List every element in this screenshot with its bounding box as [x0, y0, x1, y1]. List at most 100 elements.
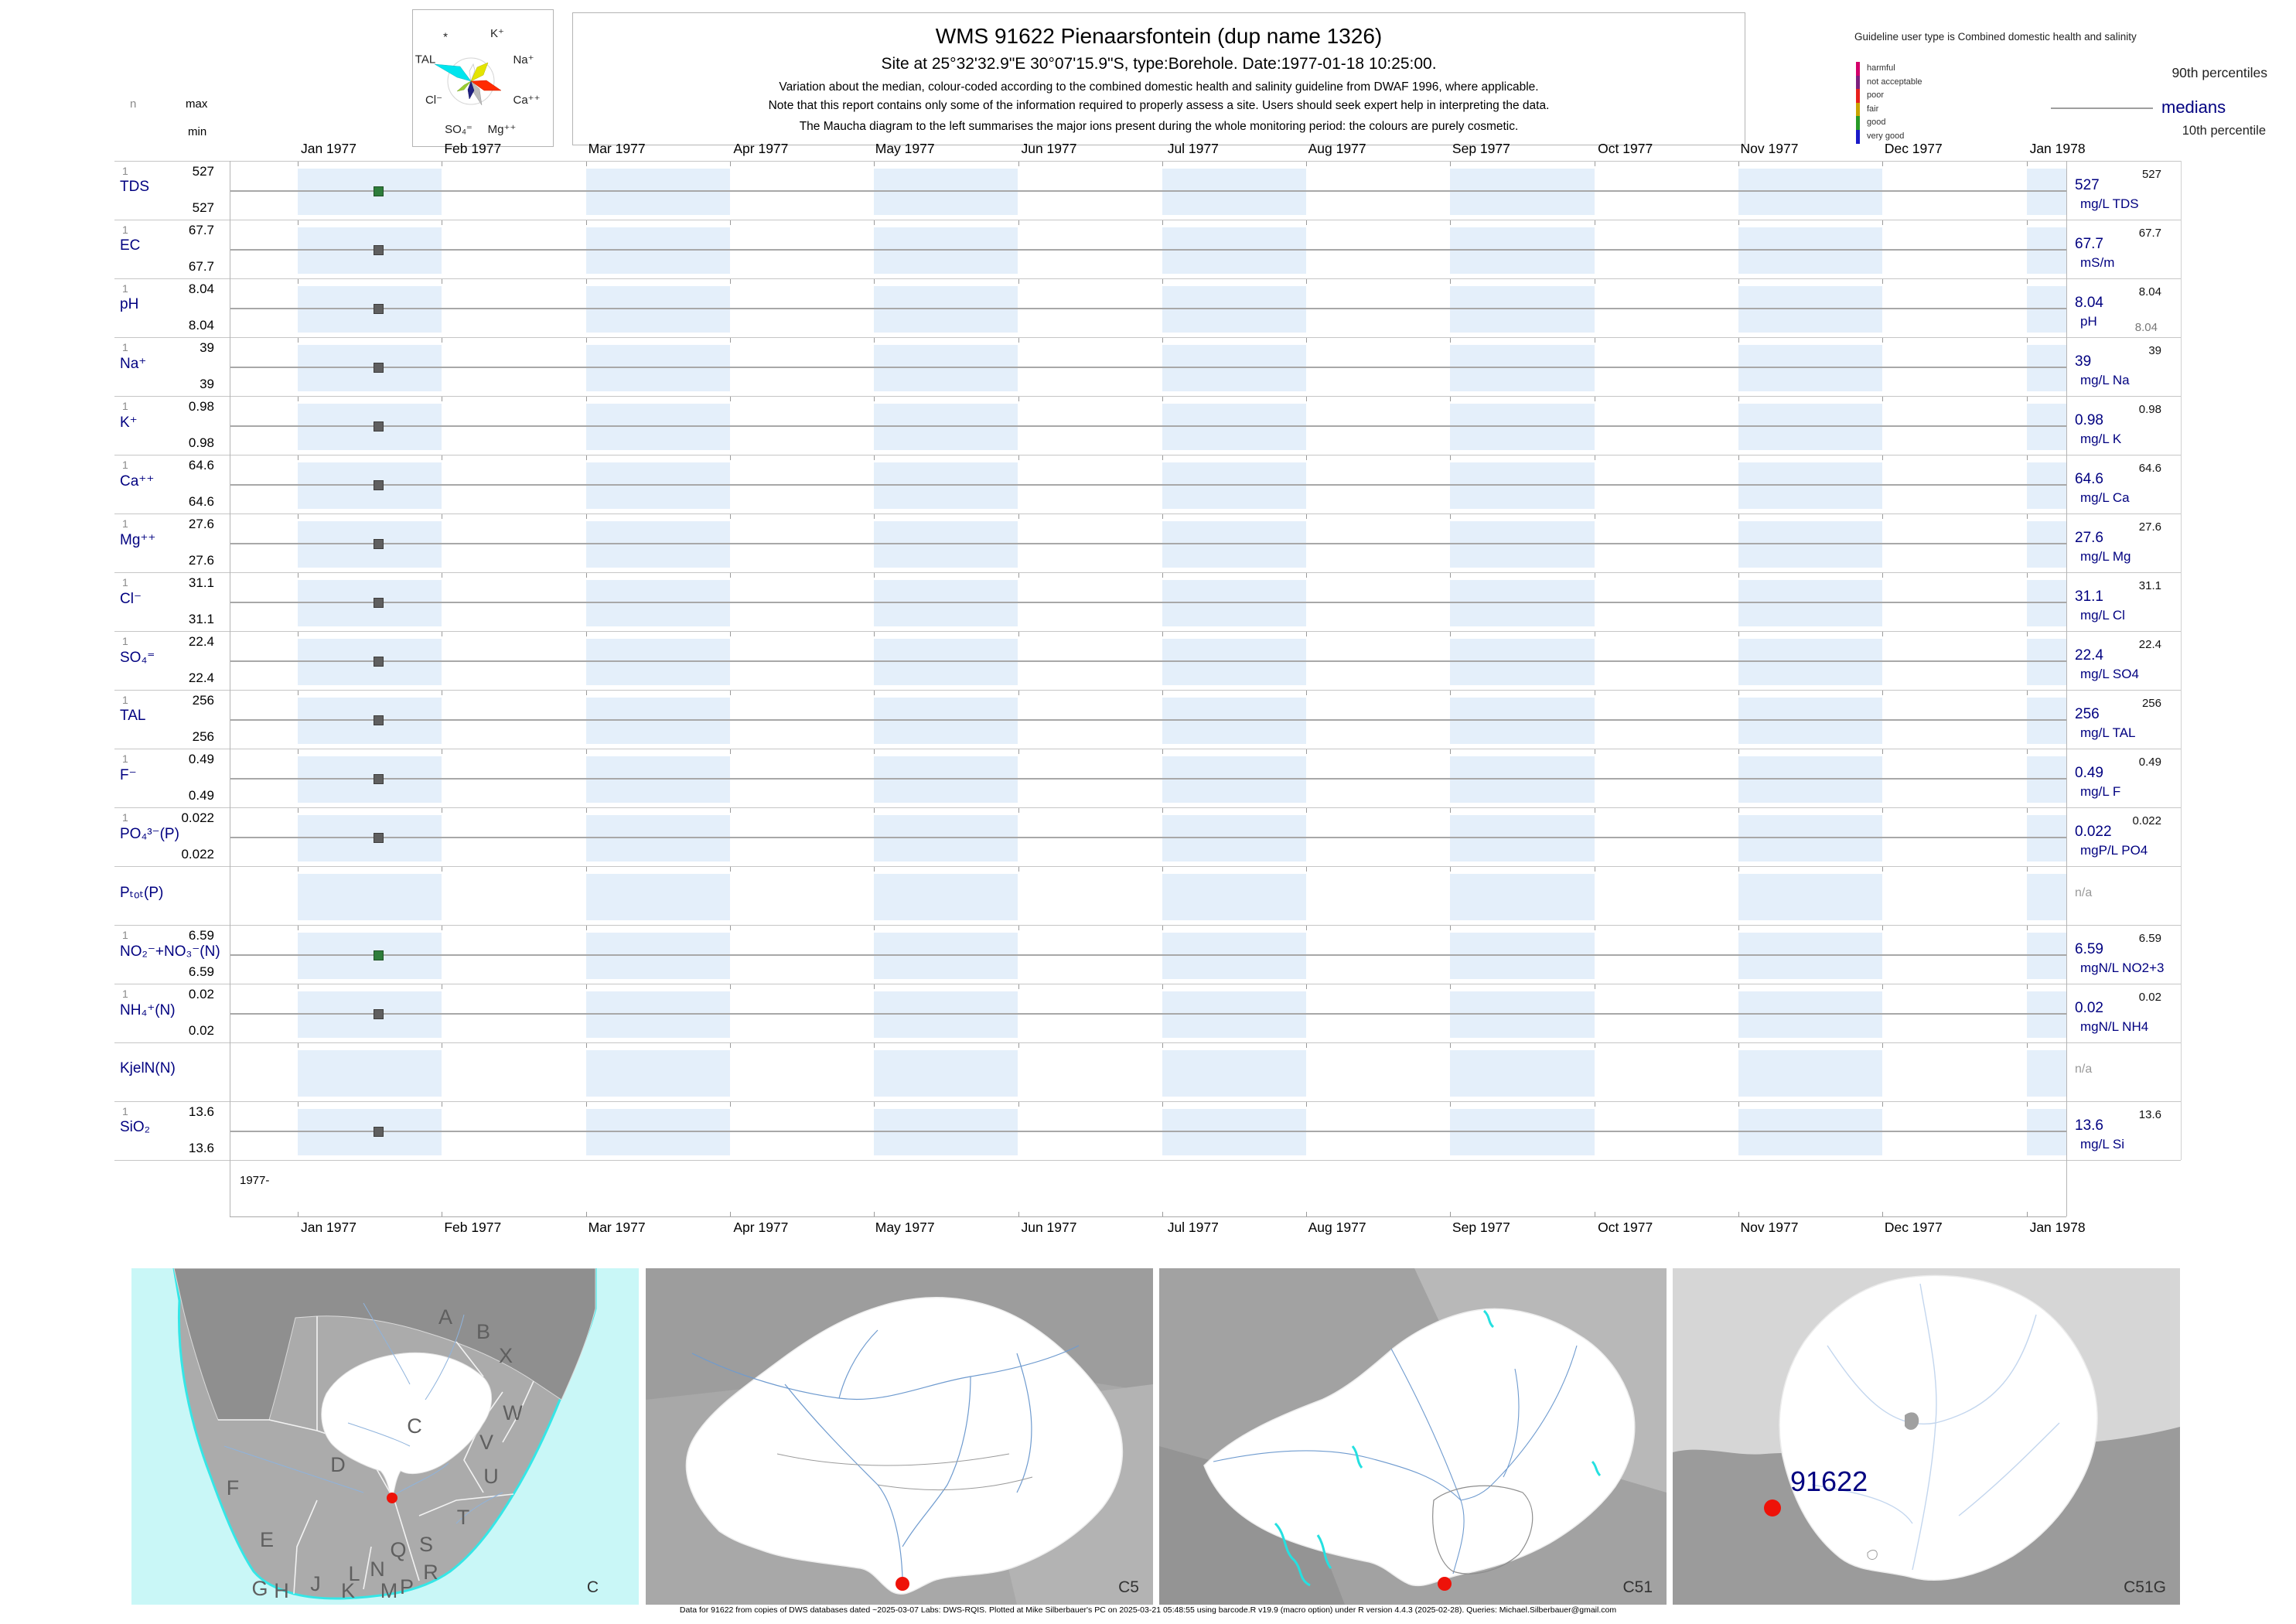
month-tick	[1018, 220, 1019, 225]
month-tick	[1306, 1102, 1308, 1107]
month-band	[298, 286, 442, 333]
month-tick	[874, 162, 875, 166]
month-tick	[1738, 455, 1739, 460]
row-min: 6.59	[188, 964, 214, 979]
row-label: SO₄⁼	[120, 650, 155, 666]
month-band	[1738, 169, 1883, 215]
row-min: 39	[200, 377, 214, 391]
c51-rivers	[1213, 1345, 1578, 1575]
row-label: F⁻	[120, 767, 137, 783]
row-max: 256	[192, 693, 214, 708]
month-tick	[1882, 455, 1884, 460]
row-separator	[114, 572, 2181, 573]
month-band	[1450, 169, 1595, 215]
month-band	[585, 1050, 730, 1097]
month-band	[1738, 1109, 1883, 1155]
region-letter-L: L	[348, 1562, 360, 1585]
guideline-swatch-1	[1856, 75, 1860, 90]
month-tick	[729, 1102, 731, 1107]
month-tick	[874, 749, 875, 754]
month-label-bottom: Dec 1977	[1884, 1220, 1943, 1235]
row-p90: 27.6	[2138, 520, 2161, 534]
month-tick	[1018, 514, 1019, 519]
region-letter-A: A	[438, 1305, 452, 1329]
stats-header-n: n	[130, 97, 137, 111]
month-tick	[1306, 220, 1308, 225]
row-max: 27.6	[188, 517, 214, 531]
month-band	[298, 815, 442, 861]
month-band	[1450, 227, 1595, 274]
row-label: Cl⁻	[120, 591, 142, 607]
month-tick	[1450, 162, 1452, 166]
row-n: 1	[122, 165, 128, 177]
month-tick	[1018, 279, 1019, 284]
month-tick	[729, 867, 731, 872]
month-band	[1450, 404, 1595, 450]
maucha-label-cl: Cl⁻	[425, 94, 443, 107]
month-tick	[1450, 808, 1452, 813]
guideline-class-legend: harmful not acceptable poor fair good very go…	[1856, 62, 2026, 147]
month-tick	[729, 573, 731, 578]
month-band	[874, 227, 1018, 274]
month-band	[298, 521, 442, 568]
median-line	[230, 778, 2066, 780]
median-line	[230, 954, 2066, 956]
row-unit: mg/L SO4	[2080, 667, 2139, 681]
month-tick	[1018, 455, 1019, 460]
sample-marker	[374, 539, 384, 549]
row-separator	[114, 690, 2181, 691]
month-band	[1162, 933, 1307, 979]
c-basin-highlight	[321, 1352, 493, 1501]
month-band	[1162, 1050, 1307, 1097]
month-band	[1162, 1109, 1307, 1155]
month-tick	[2026, 455, 2028, 460]
month-tick	[729, 220, 731, 225]
month-label-top: Aug 1977	[1308, 141, 1366, 156]
month-band	[298, 874, 442, 920]
month-band	[585, 169, 730, 215]
month-band	[874, 580, 1018, 626]
row-p90: 0.02	[2138, 991, 2161, 1004]
maucha-label-tal: TAL	[415, 53, 436, 67]
month-band	[585, 933, 730, 979]
median-line	[230, 719, 2066, 721]
month-band	[585, 580, 730, 626]
month-tick	[1018, 1102, 1019, 1107]
row-p90: 31.1	[2138, 579, 2161, 592]
guideline-swatch-2	[1856, 89, 1860, 103]
month-label-bottom: Nov 1977	[1740, 1220, 1799, 1235]
month-tick	[1306, 749, 1308, 754]
month-tick	[1450, 220, 1452, 225]
month-tick	[874, 573, 875, 578]
month-band	[1738, 227, 1883, 274]
row-label: pH	[120, 296, 139, 312]
sample-marker	[374, 186, 384, 196]
month-tick	[298, 984, 299, 989]
month-band	[2026, 521, 2066, 568]
month-tick	[298, 1212, 299, 1216]
row-n: 1	[122, 223, 128, 236]
month-tick	[729, 1043, 731, 1048]
month-tick	[1018, 1043, 1019, 1048]
row-unit: mS/m	[2080, 255, 2115, 270]
month-band	[874, 815, 1018, 861]
month-tick	[1450, 279, 1452, 284]
month-tick	[1306, 279, 1308, 284]
month-tick	[1306, 162, 1308, 166]
row-label: K⁺	[120, 415, 138, 431]
stats-header-max: max	[186, 97, 208, 111]
row-n: 1	[122, 752, 128, 765]
month-tick	[1450, 749, 1452, 754]
month-tick	[874, 338, 875, 343]
row-unit: mg/L Mg	[2080, 549, 2131, 564]
row-unit: mg/L TDS	[2080, 196, 2139, 211]
map-c51-svg	[1159, 1268, 1667, 1605]
rivers	[223, 1302, 503, 1524]
row-na: n/a	[2075, 1063, 2093, 1076]
row-p90: 22.4	[2138, 638, 2161, 651]
month-band	[874, 1050, 1018, 1097]
row-median: 0.022	[2075, 824, 2112, 840]
map-code-c: C	[586, 1578, 599, 1596]
month-band	[1738, 286, 1883, 333]
month-band	[1162, 286, 1307, 333]
